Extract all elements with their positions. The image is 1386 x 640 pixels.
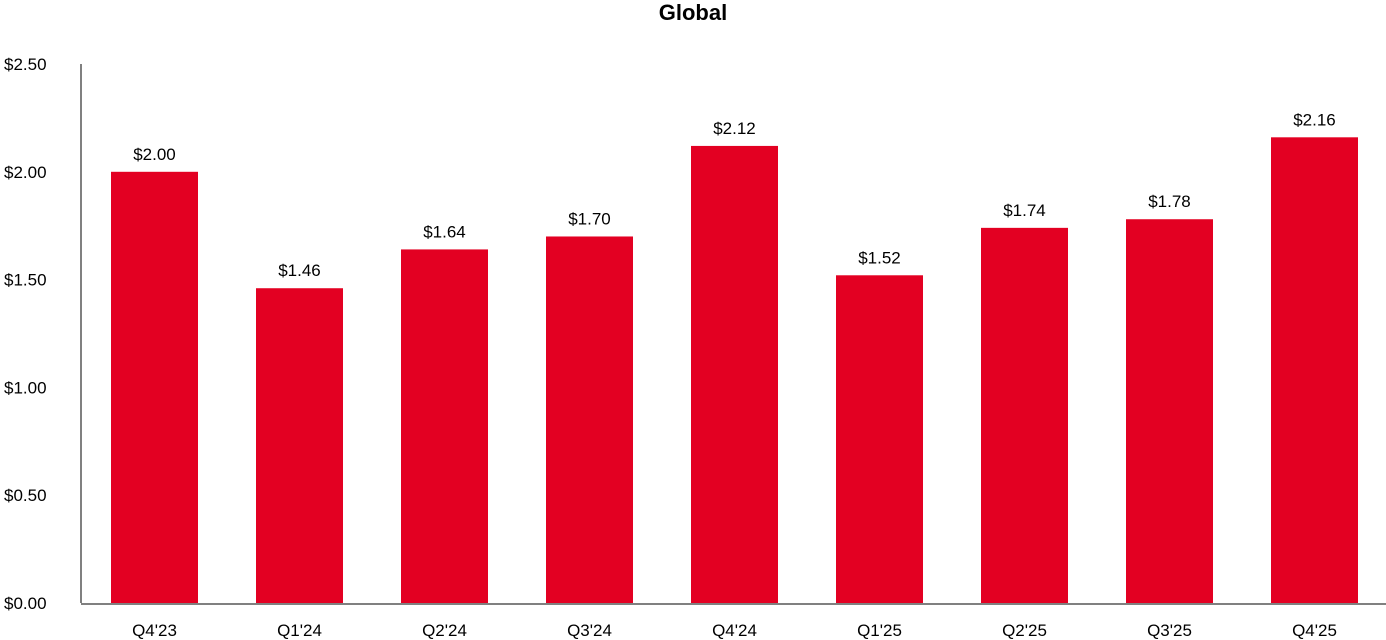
bar: [111, 171, 198, 604]
y-tick-label: $2.00: [4, 163, 47, 182]
x-tick-label: Q3'25: [1147, 621, 1192, 640]
data-labels: $2.00 $1.46 $1.64 $1.70 $2.12 $1.52 $1.74 $1.78…: [133, 110, 1336, 280]
bar: [1271, 137, 1358, 603]
x-tick-label: Q1'24: [277, 621, 322, 640]
chart-title: Global: [659, 0, 727, 25]
bar: [401, 249, 488, 603]
x-tick-label: Q2'25: [1002, 621, 1047, 640]
bar: [691, 145, 778, 604]
x-tick-label: Q4'24: [712, 621, 757, 640]
x-axis: Q4'23 Q1'24 Q2'24 Q3'24 Q4'24 Q1'25 Q2'25 Q3'25…: [81, 603, 1386, 640]
bar-value-label: $1.70: [568, 209, 611, 228]
bar: [981, 227, 1068, 603]
y-tick-label: $0.50: [4, 486, 47, 505]
y-tick-label: $2.50: [4, 55, 47, 74]
bar-value-label: $2.00: [133, 145, 176, 164]
y-tick-label: $1.50: [4, 271, 47, 290]
bar-value-label: $1.78: [1148, 192, 1191, 211]
bar-value-label: $1.46: [278, 261, 321, 280]
x-tick-label: Q2'24: [422, 621, 467, 640]
bar: [256, 288, 343, 603]
x-tick-label: Q4'25: [1292, 621, 1337, 640]
x-tick-label: Q3'24: [567, 621, 612, 640]
y-tick-label: $1.00: [4, 378, 47, 397]
x-tick-label: Q1'25: [857, 621, 902, 640]
bar: [836, 275, 923, 603]
bar-value-label: $2.16: [1293, 110, 1336, 129]
y-axis: $0.00 $0.50 $1.00 $1.50 $2.00 $2.50: [4, 55, 82, 613]
bars: [111, 137, 1358, 604]
bar-value-label: $1.74: [1003, 201, 1046, 220]
bar: [546, 236, 633, 604]
bar-value-label: $2.12: [713, 119, 756, 138]
bar: [1126, 219, 1213, 603]
bar-value-label: $1.64: [423, 222, 466, 241]
bar-value-label: $1.52: [858, 248, 901, 267]
y-tick-label: $0.00: [4, 594, 47, 613]
x-tick-label: Q4'23: [132, 621, 177, 640]
